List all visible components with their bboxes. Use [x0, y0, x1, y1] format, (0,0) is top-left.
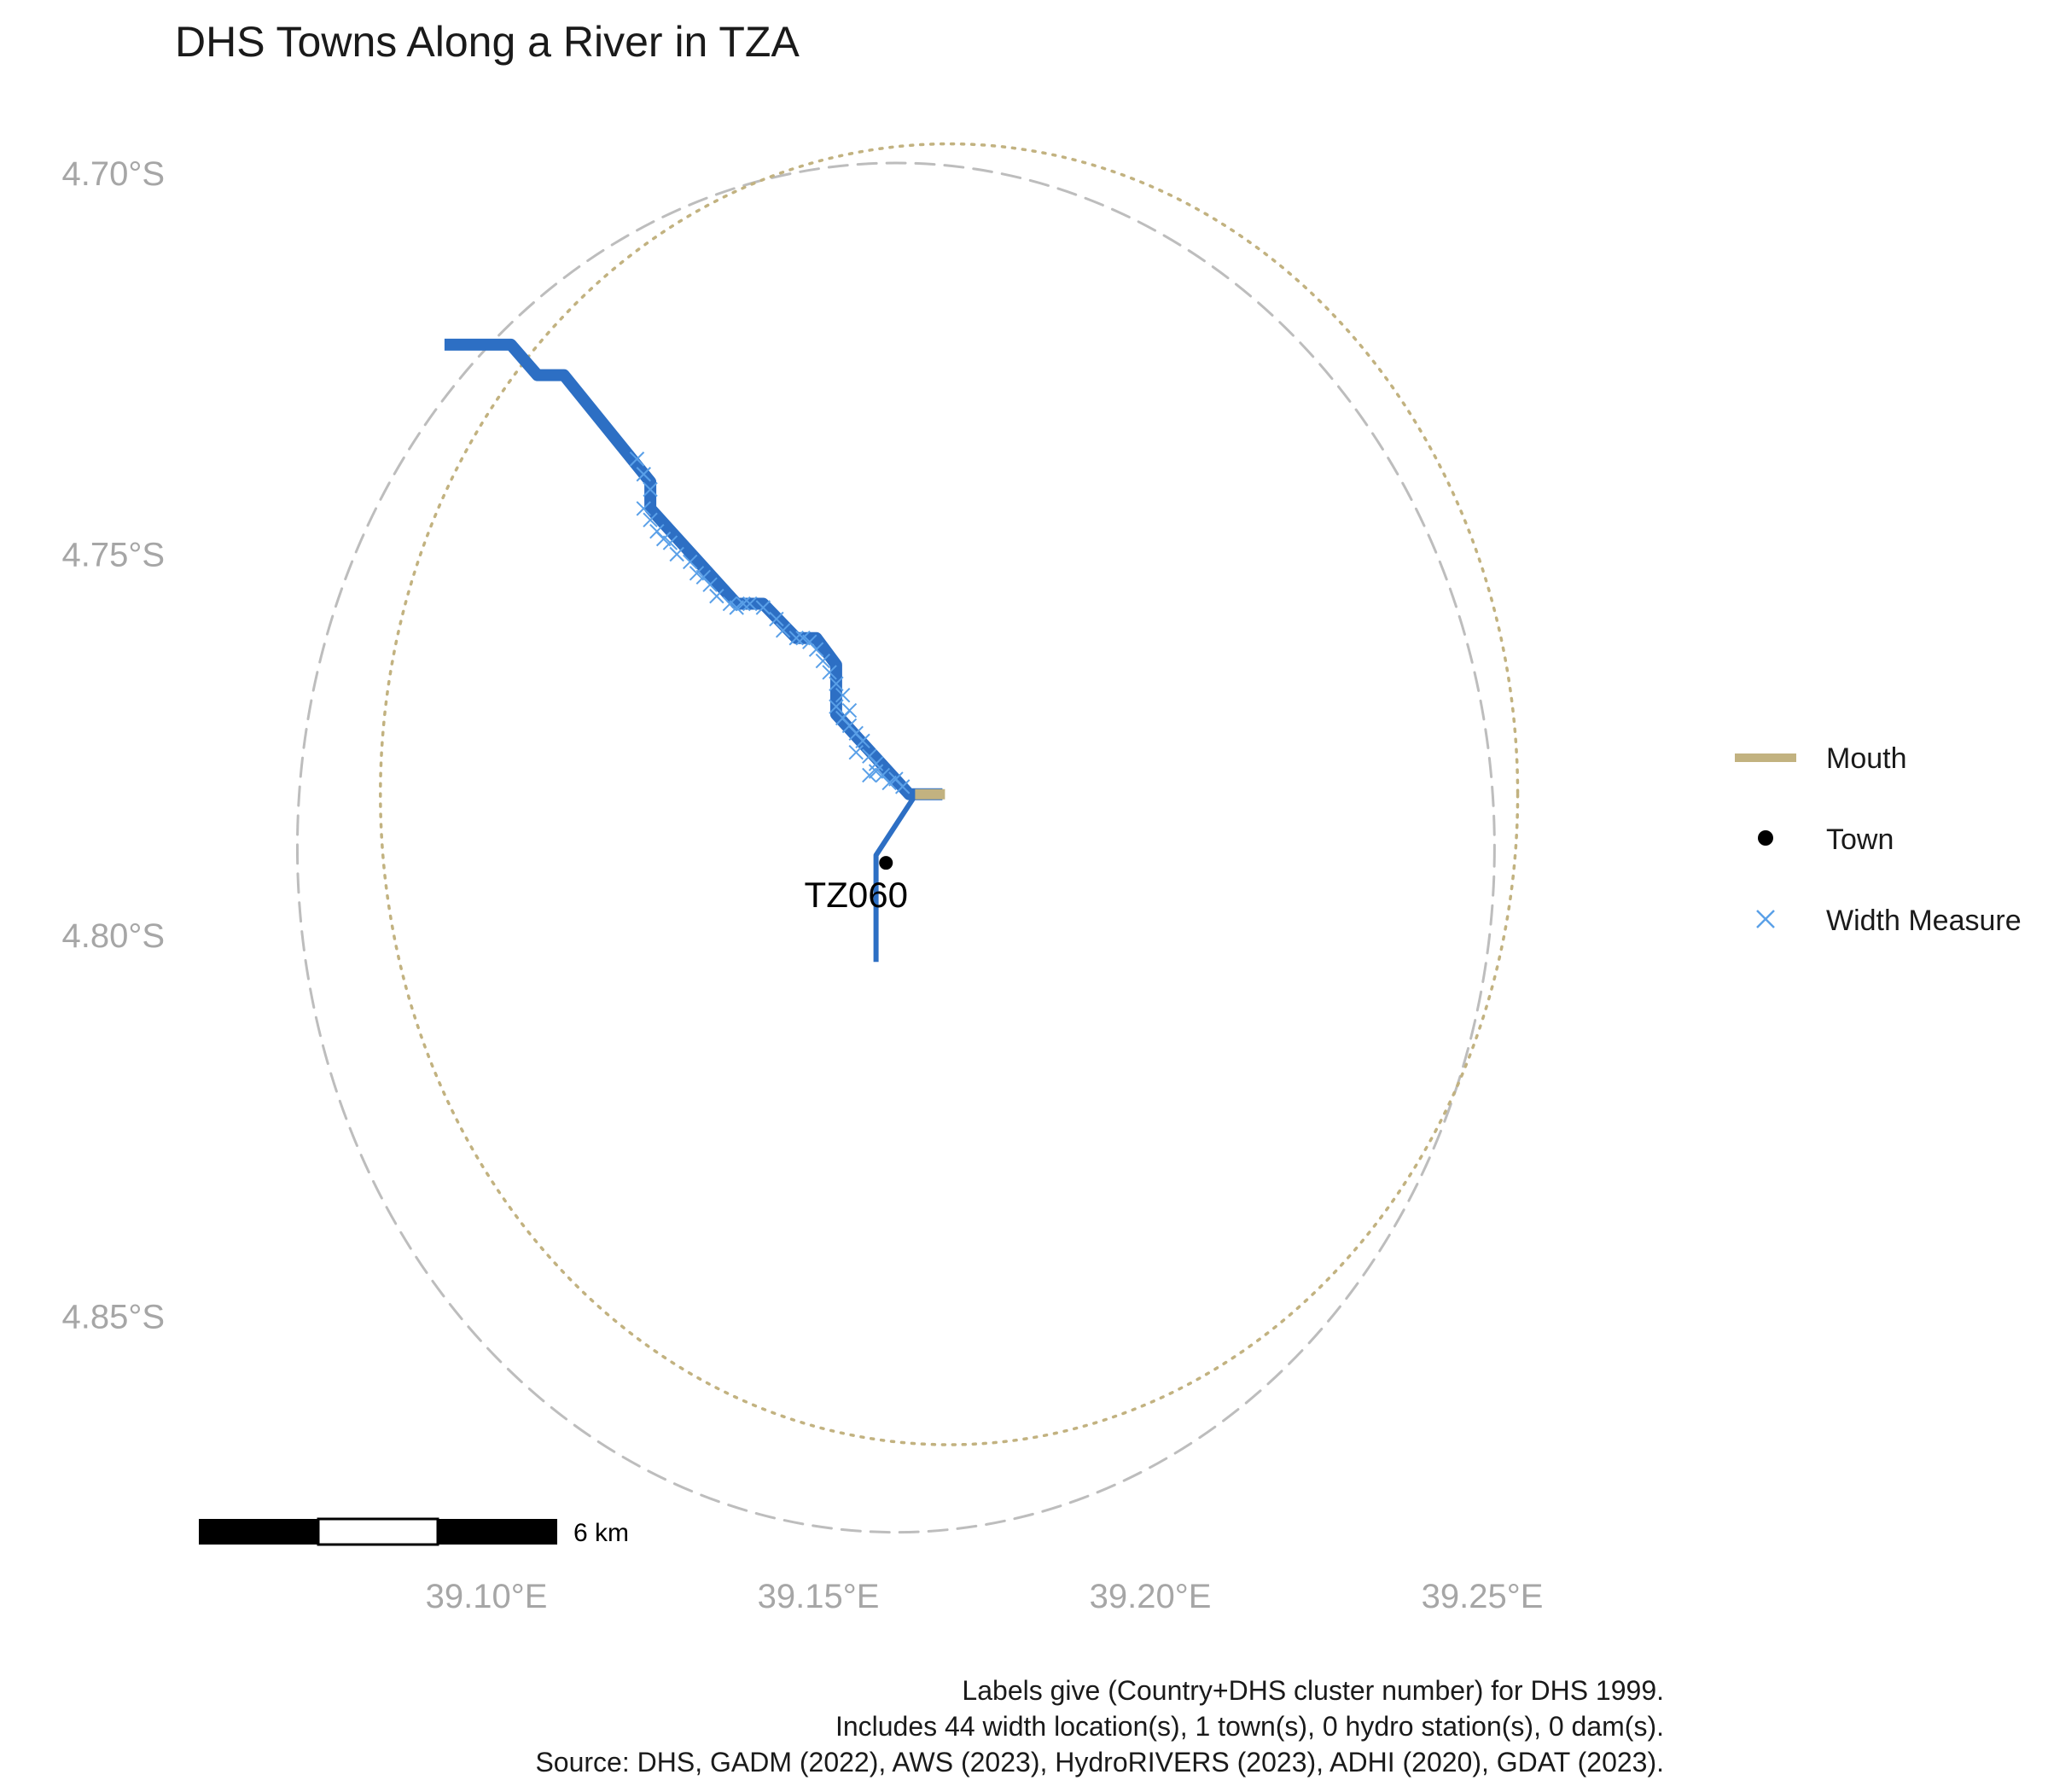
x-tick-label: 39.10°E [426, 1578, 548, 1615]
town-point [879, 856, 893, 870]
width-measure-point [722, 596, 738, 612]
width-measure-point [829, 699, 844, 714]
y-tick-label: 4.85°S [61, 1299, 165, 1336]
river-branch-segment [873, 793, 918, 963]
y-axis-ticks: 4.70°S 4.75°S 4.80°S 4.85°S [61, 155, 165, 1336]
width-measure-point [788, 631, 804, 646]
width-measure-point [755, 600, 771, 615]
x-tick-label: 39.20°E [1090, 1578, 1212, 1615]
scale-segment-black [199, 1519, 318, 1545]
width-measure-point [669, 546, 684, 562]
town-layer: TZ060 [805, 856, 908, 915]
width-measure-point [689, 566, 705, 581]
width-measure-point [808, 642, 824, 657]
width-measure-point [636, 501, 651, 516]
width-measure-point [709, 588, 724, 604]
width-measure-point [683, 554, 698, 570]
legend-label-mouth: Mouth [1826, 742, 1907, 775]
width-measure-point [643, 481, 658, 497]
map-title: DHS Towns Along a River in TZA [175, 18, 800, 66]
width-measure-point [822, 665, 837, 680]
legend-town-swatch [1758, 830, 1773, 846]
caption-line: Source: DHS, GADM (2022), AWS (2023), Hy… [535, 1747, 1664, 1777]
dashed-buffer-circle [295, 161, 1496, 1534]
width-measure-point [736, 596, 751, 612]
width-measure-point [855, 733, 870, 748]
caption-line: Includes 44 width location(s), 1 town(s)… [835, 1711, 1664, 1742]
width-measure-point [868, 756, 884, 771]
x-axis-ticks: 39.10°E 39.15°E 39.20°E 39.25°E [426, 1578, 1544, 1615]
width-measures-layer [629, 451, 911, 794]
width-measure-point [868, 764, 884, 779]
width-measure-point [841, 702, 858, 719]
town-label: TZ060 [805, 875, 908, 915]
buffer-circles [295, 142, 1520, 1534]
width-measure-point [862, 767, 877, 783]
y-tick-label: 4.80°S [61, 917, 165, 955]
width-measure-point [643, 512, 658, 528]
scale-bar-label: 6 km [573, 1519, 629, 1547]
width-measure-point [695, 569, 712, 585]
caption-line: Labels give (Country+DHS cluster number)… [962, 1675, 1664, 1706]
width-measure-point [795, 631, 811, 646]
width-measure-point [829, 676, 844, 692]
legend-width-swatch [1756, 910, 1775, 928]
legend-label-town: Town [1826, 823, 1894, 856]
width-measure-point [655, 531, 672, 547]
width-measure-point [729, 600, 744, 615]
x-tick-label: 39.15°E [758, 1578, 880, 1615]
legend: Mouth Town Width Measure [1735, 742, 2022, 937]
river-layer [444, 338, 943, 963]
y-tick-label: 4.70°S [61, 155, 165, 193]
caption: Labels give (Country+DHS cluster number)… [535, 1675, 1664, 1777]
width-measure-point [769, 611, 784, 627]
width-measure-point [848, 744, 864, 760]
width-measure-point [881, 775, 897, 791]
width-measure-point [636, 467, 651, 482]
dotted-buffer-circle [379, 142, 1520, 1446]
width-measure-point [815, 653, 831, 669]
scale-bar: 6 km [199, 1517, 629, 1547]
width-measure-point [894, 779, 911, 794]
y-tick-label: 4.75°S [61, 537, 165, 574]
width-measure-point [662, 535, 678, 550]
width-measure-point [775, 623, 791, 638]
legend-label-width-measure: Width Measure [1826, 905, 2022, 937]
x-tick-label: 39.25°E [1422, 1578, 1544, 1615]
width-measure-point [835, 687, 851, 703]
scale-segment-black [438, 1519, 557, 1545]
scale-segment-white [317, 1517, 439, 1546]
width-measure-point [742, 596, 758, 612]
width-measure-point [629, 451, 645, 467]
